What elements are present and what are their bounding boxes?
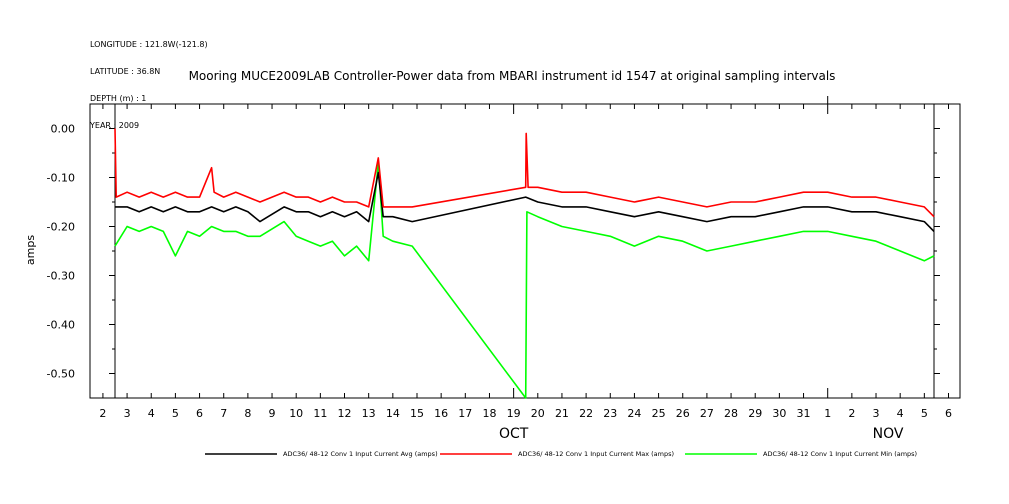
x-tick-label: 4 xyxy=(148,407,155,420)
y-tick-label: -0.40 xyxy=(47,319,75,332)
longitude-text: LONGITUDE : 121.8W(-121.8) xyxy=(90,40,208,49)
depth-text: DEPTH (m) : 1 xyxy=(90,94,147,103)
month-label: NOV xyxy=(873,426,904,442)
x-tick-label: 9 xyxy=(269,407,276,420)
x-tick-label: 3 xyxy=(873,407,880,420)
y-tick-label: -0.30 xyxy=(47,270,75,283)
x-tick-label: 16 xyxy=(434,407,448,420)
x-tick-label: 22 xyxy=(579,407,593,420)
x-tick-label: 5 xyxy=(172,407,179,420)
x-tick-label: 17 xyxy=(458,407,472,420)
y-tick-label: -0.50 xyxy=(47,368,75,381)
x-tick-label: 14 xyxy=(386,407,400,420)
metadata-block: LONGITUDE : 121.8W(-121.8) LATITUDE : 36… xyxy=(90,22,208,139)
legend-label: ADC36/ 48-12 Conv 1 Input Current Min (a… xyxy=(763,450,917,458)
series-line xyxy=(114,162,935,399)
x-tick-label: 8 xyxy=(244,407,251,420)
x-tick-label: 2 xyxy=(99,407,106,420)
x-tick-label: 18 xyxy=(482,407,496,420)
plot-area: 0.00-0.10-0.20-0.30-0.40-0.502 3 4 5 6 7 8 9 10 1… xyxy=(47,96,961,442)
chart-title: Mooring MUCE2009LAB Controller-Power dat… xyxy=(189,69,836,83)
x-tick-label: 29 xyxy=(748,407,762,420)
latitude-text: LATITUDE : 36.8N xyxy=(90,67,161,76)
x-tick-label: 21 xyxy=(555,407,569,420)
x-tick-label: 26 xyxy=(676,407,690,420)
x-tick-label: 23 xyxy=(603,407,617,420)
x-tick-label: 3 xyxy=(124,407,131,420)
y-tick-label: 0.00 xyxy=(51,123,76,136)
x-tick-label: 6 xyxy=(945,407,952,420)
x-tick-label: 5 xyxy=(921,407,928,420)
y-tick-label: -0.10 xyxy=(47,172,75,185)
series-line xyxy=(115,171,935,232)
x-tick-label: 24 xyxy=(627,407,641,420)
x-tick-label: 2 xyxy=(848,407,855,420)
x-tick-label: 6 xyxy=(196,407,203,420)
x-tick-label: 28 xyxy=(724,407,738,420)
x-tick-label: 15 xyxy=(410,407,424,420)
x-tick-label: 12 xyxy=(338,407,352,420)
x-tick-label: 19 xyxy=(507,407,521,420)
x-tick-label: 31 xyxy=(797,407,811,420)
x-tick-label: 13 xyxy=(362,407,376,420)
x-tick-label: 25 xyxy=(652,407,666,420)
y-tick-label: -0.20 xyxy=(47,221,75,234)
y-axis-label: amps xyxy=(24,235,37,265)
x-tick-label: 4 xyxy=(897,407,904,420)
plot-frame xyxy=(89,103,961,399)
x-tick-label: 1 xyxy=(824,407,831,420)
x-tick-label: 10 xyxy=(289,407,303,420)
legend-label: ADC36/ 48-12 Conv 1 Input Current Avg (a… xyxy=(283,450,438,458)
legend-label: ADC36/ 48-12 Conv 1 Input Current Max (a… xyxy=(518,450,674,458)
legend: ADC36/ 48-12 Conv 1 Input Current Avg (a… xyxy=(205,450,917,458)
month-label: OCT xyxy=(499,426,529,442)
x-tick-label: 7 xyxy=(220,407,227,420)
x-tick-label: 27 xyxy=(700,407,714,420)
x-tick-label: 30 xyxy=(772,407,786,420)
x-tick-label: 11 xyxy=(313,407,327,420)
series-line xyxy=(114,128,935,218)
x-tick-label: 20 xyxy=(531,407,545,420)
